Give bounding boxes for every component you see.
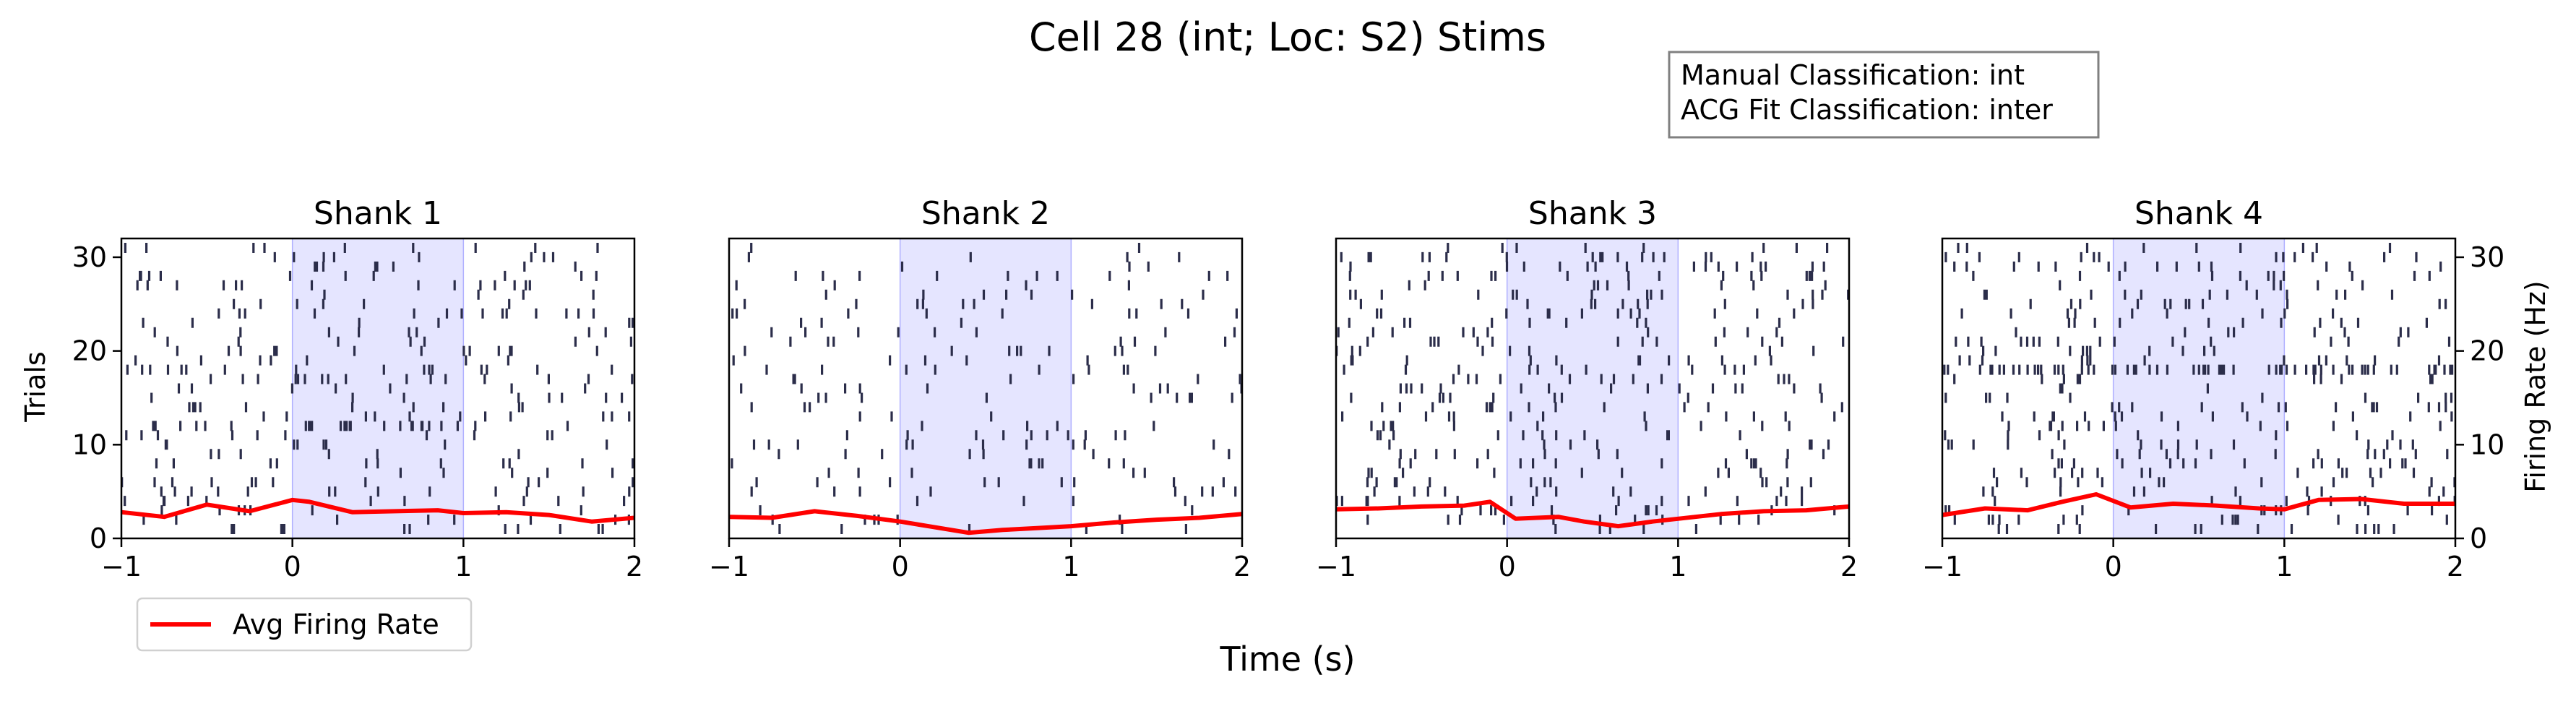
x-tick-label: 0	[892, 551, 909, 582]
panel-title: Shank 2	[921, 195, 1050, 232]
left-y-axis-label: Trials	[20, 351, 51, 422]
x-tick-label: −1	[1316, 551, 1356, 582]
x-tick-label: 2	[1840, 551, 1858, 582]
panel-title: Shank 4	[2135, 195, 2263, 232]
panel-frame	[120, 237, 636, 540]
x-tick-label: 1	[1062, 551, 1080, 582]
spike-raster	[1335, 243, 1850, 534]
avg-firing-rate-line	[1942, 492, 2455, 517]
y-tick-label: 30	[72, 241, 107, 273]
panel-2: Shank 2 −1 0 1 2	[709, 195, 1251, 582]
classification-box: Manual Classification: int ACG Fit Class…	[1668, 51, 2100, 139]
x-tick-label: −1	[101, 551, 142, 582]
legend-label: Avg Firing Rate	[233, 608, 439, 640]
panel-3: Shank 3 −1 0 1 2	[1316, 195, 1858, 582]
panel-frame	[1941, 237, 2457, 540]
x-tick-label: 2	[1233, 551, 1251, 582]
stim-window	[2113, 238, 2285, 538]
x-tick-label: −1	[1922, 551, 1963, 582]
x-tick-label: 1	[1669, 551, 1687, 582]
y-tick-label: 20	[72, 335, 107, 367]
manual-classification-text: Manual Classification: int	[1681, 59, 2025, 91]
stim-window	[900, 238, 1072, 538]
right-y-tick-label: 0	[2470, 522, 2487, 554]
x-axis-label: Time (s)	[1219, 640, 1355, 679]
right-y-tick-label: 20	[2470, 335, 2504, 367]
x-tick-label: −1	[709, 551, 749, 582]
x-tick-label: 1	[2275, 551, 2293, 582]
avg-firing-rate-line	[1335, 499, 1850, 529]
avg-firing-rate-line	[121, 497, 635, 524]
panel-frame	[1335, 237, 1851, 540]
x-tick-label: 0	[284, 551, 301, 582]
x-tick-label: 2	[2447, 551, 2464, 582]
figure-title: Cell 28 (int; Loc: S2) Stims	[1029, 14, 1546, 60]
acg-classification-text: ACG Fit Classification: inter	[1681, 94, 2053, 126]
stim-window	[1507, 238, 1679, 538]
right-y-axis-label: Firing Rate (Hz)	[2520, 280, 2551, 493]
y-tick-label: 10	[72, 429, 107, 460]
spike-ticks	[1335, 243, 1850, 534]
right-y-tick-label: 30	[2470, 241, 2504, 273]
right-y-tick-label: 10	[2470, 429, 2504, 460]
avg-firing-rate-line	[728, 509, 1243, 536]
spike-ticks	[731, 243, 1243, 534]
x-tick-label: 0	[1499, 551, 1516, 582]
panel-title: Shank 1	[314, 195, 442, 232]
x-tick-label: 1	[455, 551, 472, 582]
legend: Avg Firing Rate	[136, 597, 473, 652]
x-tick-label: 0	[2105, 551, 2122, 582]
panel-frame	[728, 237, 1244, 540]
y-tick-label: 0	[90, 522, 107, 554]
panel-title: Shank 3	[1528, 195, 1657, 232]
x-tick-label: 2	[626, 551, 643, 582]
spike-raster	[731, 243, 1243, 534]
legend-frame	[136, 597, 473, 652]
spike-ticks	[121, 243, 634, 534]
spike-raster	[121, 243, 634, 534]
